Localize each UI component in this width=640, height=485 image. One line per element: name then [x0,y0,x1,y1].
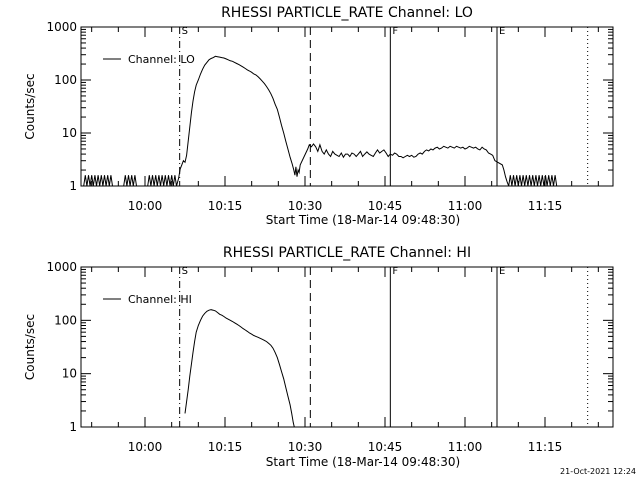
panel-1-x-tick-label: 11:15 [528,199,563,213]
panel-1-y-axis-label: Counts/sec [23,73,37,139]
panel-2-y-tick-label: 1 [69,420,77,434]
panel-2-y-tick-label: 10 [62,367,77,381]
panel-2-x-axis-label: Start Time (18-Mar-14 09:48:30) [266,455,460,469]
panel-1-x-tick-label: 10:30 [288,199,323,213]
panel-2-marker-label: E [499,266,505,277]
panel-1-x-tick-label: 11:00 [448,199,483,213]
panel-1-x-tick-label: 10:15 [208,199,243,213]
panel-2-series-line [184,309,295,427]
panel-1-axes-frame [80,26,614,187]
panel-1-y-tick-label: 1000 [46,20,77,34]
panel-2-y-axis-label: Counts/sec [23,314,37,380]
panel-2-x-tick-label: 10:30 [288,440,323,454]
panel-1-y-tick-label: 1 [69,179,77,193]
panel-2-x-tick-label: 11:00 [448,440,483,454]
panel-1-series-line [83,55,558,186]
panel-1-legend-label: Channel: LO [128,53,195,66]
panel-2-axes-frame [80,266,614,428]
panel-1-x-tick-label: 10:00 [128,199,163,213]
panel-1-marker-label: E [499,26,505,37]
panel-1-x-tick-label: 10:45 [368,199,403,213]
panel-2-marker-label: S [182,266,188,277]
panel-1-y-tick-label: 100 [54,73,77,87]
panel-2-y-tick-label: 100 [54,313,77,327]
panel-2-title: RHESSI PARTICLE_RATE Channel: HI [223,245,471,261]
panel-2-x-tick-label: 10:00 [128,440,163,454]
panel-1-y-tick-label: 10 [62,126,77,140]
panel-2-x-tick-label: 10:45 [368,440,403,454]
panel-1-x-axis-label: Start Time (18-Mar-14 09:48:30) [266,213,460,227]
panel-1-marker-label: F [392,26,398,37]
panel-2-x-tick-label: 10:15 [208,440,243,454]
panel-2-marker-label: F [392,266,398,277]
panel-2-y-tick-label: 1000 [46,260,77,274]
timestamp: 21-Oct-2021 12:24 [560,467,636,476]
panel-1-marker-label: S [182,26,188,37]
panel-2-x-tick-label: 11:15 [528,440,563,454]
panel-1-title: RHESSI PARTICLE_RATE Channel: LO [221,5,473,21]
panel-2-legend-label: Channel: HI [128,293,192,306]
